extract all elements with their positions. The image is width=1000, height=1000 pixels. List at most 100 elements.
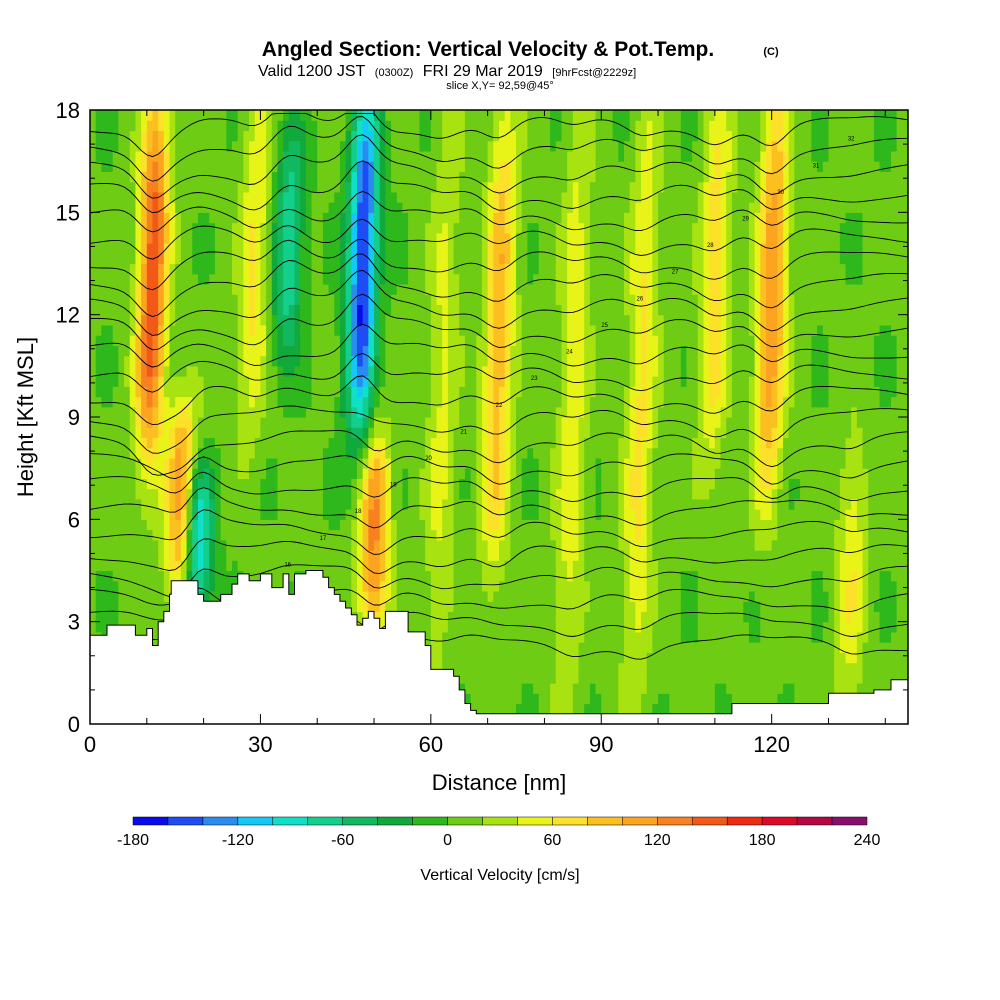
- velocity-cell: [197, 243, 205, 254]
- velocity-cell: [504, 560, 511, 572]
- velocity-cell: [226, 447, 233, 459]
- velocity-cell: [527, 621, 534, 633]
- velocity-cell: [124, 560, 131, 572]
- velocity-cell: [527, 498, 534, 510]
- velocity-cell: [453, 611, 460, 623]
- velocity-cell: [555, 191, 563, 203]
- velocity-cell: [220, 437, 227, 449]
- velocity-cell: [396, 550, 404, 561]
- velocity-cell: [356, 478, 364, 490]
- velocity-cell: [533, 417, 540, 428]
- velocity-cell: [521, 161, 529, 172]
- velocity-cell: [158, 191, 165, 203]
- velocity-cell: [220, 580, 227, 592]
- velocity-cell: [107, 345, 114, 357]
- velocity-cell: [294, 365, 301, 377]
- velocity-cell: [516, 550, 523, 561]
- velocity-cell: [135, 406, 142, 418]
- velocity-cell: [124, 243, 131, 254]
- velocity-cell: [141, 263, 148, 275]
- velocity-cell: [425, 273, 432, 285]
- velocity-cell: [197, 120, 205, 132]
- velocity-cell: [300, 386, 307, 398]
- velocity-cell: [419, 161, 426, 172]
- velocity-cell: [95, 171, 102, 183]
- velocity-cell: [101, 386, 108, 398]
- velocity-cell: [544, 222, 551, 234]
- velocity-cell: [209, 120, 216, 132]
- velocity-cell: [169, 570, 176, 582]
- velocity-cell: [464, 662, 472, 674]
- velocity-cell: [169, 365, 176, 377]
- velocity-cell: [107, 283, 114, 295]
- velocity-cell: [368, 150, 375, 162]
- velocity-cell: [476, 365, 483, 377]
- velocity-cell: [533, 672, 540, 684]
- velocity-cell: [232, 324, 239, 336]
- velocity-cell: [124, 294, 131, 306]
- velocity-cell: [499, 652, 506, 664]
- velocity-cell: [510, 304, 517, 316]
- velocity-cell: [476, 427, 483, 439]
- velocity-cell: [487, 120, 494, 132]
- velocity-cell: [271, 171, 279, 183]
- velocity-cell: [197, 498, 205, 510]
- velocity-cell: [396, 171, 404, 183]
- velocity-cell: [391, 191, 398, 203]
- velocity-cell: [538, 283, 546, 295]
- velocity-cell: [197, 150, 205, 162]
- velocity-cell: [311, 161, 318, 172]
- velocity-cell: [351, 110, 358, 121]
- velocity-cell: [356, 457, 364, 469]
- velocity-cell: [391, 110, 398, 121]
- velocity-cell: [186, 560, 193, 572]
- velocity-cell: [442, 202, 449, 213]
- velocity-cell: [453, 580, 460, 592]
- velocity-cell: [300, 110, 307, 121]
- velocity-cell: [345, 130, 352, 142]
- velocity-cell: [95, 580, 102, 592]
- velocity-cell: [118, 396, 125, 408]
- velocity-cell: [493, 457, 500, 469]
- velocity-cell: [186, 212, 193, 224]
- velocity-cell: [481, 335, 489, 346]
- velocity-cell: [504, 376, 511, 387]
- velocity-cell: [95, 283, 102, 295]
- velocity-cell: [476, 662, 483, 674]
- velocity-cell: [232, 335, 239, 346]
- velocity-cell: [533, 488, 540, 500]
- velocity-cell: [442, 191, 449, 203]
- velocity-cell: [339, 580, 347, 592]
- velocity-cell: [550, 212, 557, 224]
- velocity-cell: [317, 457, 324, 469]
- velocity-cell: [533, 580, 540, 592]
- velocity-cell: [243, 161, 250, 172]
- velocity-cell: [481, 345, 489, 357]
- velocity-cell: [510, 611, 517, 623]
- velocity-cell: [391, 498, 398, 510]
- velocity-cell: [504, 468, 511, 479]
- velocity-cell: [453, 324, 460, 336]
- velocity-cell: [277, 110, 284, 121]
- velocity-cell: [510, 212, 517, 224]
- velocity-cell: [254, 304, 262, 316]
- velocity-cell: [271, 386, 279, 398]
- velocity-cell: [124, 283, 131, 295]
- velocity-cell: [124, 181, 131, 193]
- velocity-cell: [419, 140, 426, 152]
- velocity-cell: [135, 314, 142, 326]
- velocity-cell: [197, 529, 205, 541]
- velocity-cell: [419, 181, 426, 193]
- velocity-cell: [118, 202, 125, 213]
- velocity-cell: [328, 519, 335, 531]
- velocity-cell: [175, 478, 182, 490]
- velocity-cell: [305, 130, 313, 142]
- velocity-cell: [527, 243, 534, 254]
- velocity-cell: [169, 447, 176, 459]
- velocity-cell: [197, 212, 205, 224]
- velocity-cell: [510, 171, 517, 183]
- velocity-cell: [550, 447, 557, 459]
- velocity-cell: [362, 601, 369, 613]
- velocity-cell: [214, 161, 222, 172]
- velocity-cell: [209, 539, 216, 551]
